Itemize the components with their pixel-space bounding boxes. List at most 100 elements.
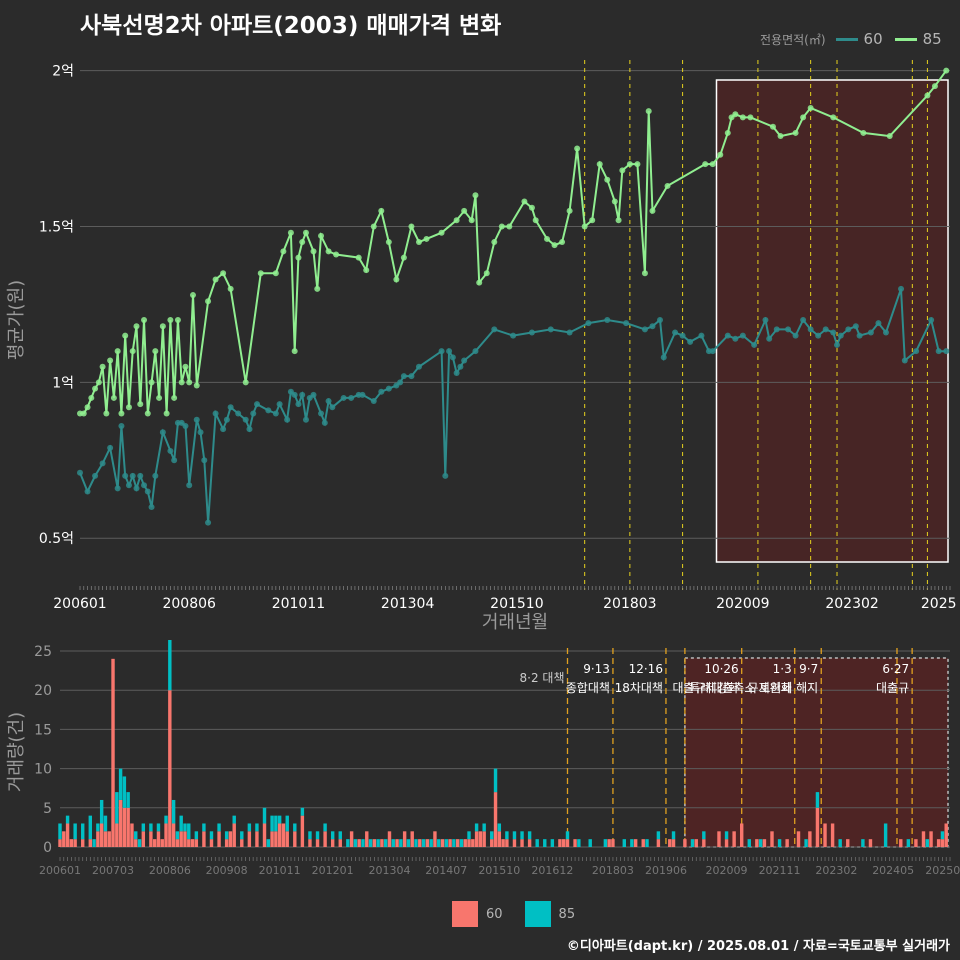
bar-60 xyxy=(380,839,384,847)
x-tick-label: 202009 xyxy=(706,864,748,877)
bar-60 xyxy=(493,792,498,847)
bar-60 xyxy=(694,839,698,847)
data-point-60 xyxy=(510,332,517,339)
bar-85 xyxy=(224,831,229,840)
data-point-85 xyxy=(88,394,95,401)
data-point-85 xyxy=(141,317,148,323)
x-tick-label: 201612 xyxy=(531,864,573,877)
bar-85 xyxy=(315,831,320,840)
data-point-85 xyxy=(596,161,603,168)
bar-60 xyxy=(281,823,286,847)
bar-60 xyxy=(478,831,483,847)
bar-85 xyxy=(474,823,479,832)
bar-85 xyxy=(838,839,842,847)
bar-60 xyxy=(830,823,835,847)
data-point-60 xyxy=(815,332,822,339)
data-point-85 xyxy=(295,254,302,261)
data-point-85 xyxy=(408,223,415,230)
bar-60 xyxy=(315,839,320,847)
data-point-60 xyxy=(370,398,377,405)
data-point-60 xyxy=(197,429,204,436)
bar-85 xyxy=(262,807,267,824)
bar-85 xyxy=(940,831,945,840)
data-point-85 xyxy=(476,279,483,286)
data-point-60 xyxy=(766,335,773,342)
data-point-60 xyxy=(295,401,302,408)
data-point-85 xyxy=(174,317,181,323)
bar-60 xyxy=(122,807,127,847)
data-point-85 xyxy=(709,161,716,168)
data-point-60 xyxy=(751,341,758,348)
data-point-85 xyxy=(122,332,129,339)
data-point-85 xyxy=(438,229,445,236)
bar-60 xyxy=(228,831,233,847)
data-point-85 xyxy=(314,285,321,292)
bar-60 xyxy=(440,839,445,847)
bar-85 xyxy=(247,823,252,832)
bar-60 xyxy=(338,839,342,847)
bar-60 xyxy=(149,831,153,847)
data-point-60 xyxy=(739,332,746,339)
bar-60 xyxy=(183,831,187,847)
bar-60 xyxy=(88,839,93,847)
bar-60 xyxy=(58,839,62,847)
data-point-60 xyxy=(220,426,227,433)
data-point-85 xyxy=(886,133,893,140)
data-point-85 xyxy=(280,248,287,255)
data-point-60 xyxy=(385,385,392,392)
bar-85 xyxy=(277,815,282,824)
x-tick-label: 201407 xyxy=(425,864,467,877)
x-tick-label: 202111 xyxy=(759,864,801,877)
bar-60 xyxy=(99,823,104,847)
source-credit: ©디아파트(dapt.kr) / 2025.08.01 / 자료=국토교통부 실… xyxy=(566,939,950,954)
y-tick-label: 5 xyxy=(43,801,52,817)
data-point-60 xyxy=(272,410,279,417)
bar-60 xyxy=(357,839,361,847)
data-point-60 xyxy=(212,410,219,417)
data-point-85 xyxy=(415,239,422,246)
bar-60 xyxy=(717,831,721,847)
data-point-85 xyxy=(110,394,117,401)
bar-60 xyxy=(323,831,327,847)
bar-60 xyxy=(300,815,305,847)
bar-85 xyxy=(588,839,592,847)
data-point-85 xyxy=(777,133,784,140)
data-point-85 xyxy=(310,248,317,255)
bar-85 xyxy=(65,815,70,824)
bar-85 xyxy=(690,839,695,847)
annotation-label: 규제완화 xyxy=(748,681,792,695)
bar-85 xyxy=(399,839,403,847)
x-tick-label: 202302 xyxy=(825,596,878,612)
bar-60 xyxy=(656,839,661,847)
bar-85 xyxy=(452,839,456,847)
x-tick-label: 201011 xyxy=(259,864,301,877)
bar-85 xyxy=(137,839,142,847)
bar-85 xyxy=(175,831,180,840)
legend-swatch-60-bar xyxy=(452,901,478,927)
data-point-85 xyxy=(227,285,234,292)
data-point-60 xyxy=(223,416,230,423)
bar-85 xyxy=(323,823,327,832)
bar-85 xyxy=(194,831,199,840)
bar-60 xyxy=(732,831,736,847)
bar-85 xyxy=(925,839,929,847)
bar-60 xyxy=(115,823,119,847)
bar-85 xyxy=(202,823,206,832)
data-point-60 xyxy=(807,326,814,333)
bar-60 xyxy=(217,831,221,847)
data-point-60 xyxy=(137,472,144,479)
data-point-85 xyxy=(739,114,746,121)
bar-60 xyxy=(69,839,74,847)
bar-85 xyxy=(603,839,608,847)
y-tick-label: 10 xyxy=(34,762,52,778)
bar-85 xyxy=(577,839,581,847)
data-point-85 xyxy=(483,270,490,277)
bar-60 xyxy=(179,831,183,847)
bar-60 xyxy=(482,831,486,847)
x-tick-label: 202009 xyxy=(716,596,769,612)
data-point-60 xyxy=(472,348,479,355)
data-point-60 xyxy=(378,388,385,395)
legend-swatch-85-line xyxy=(894,37,917,41)
data-point-60 xyxy=(254,401,261,408)
data-point-85 xyxy=(645,108,652,115)
